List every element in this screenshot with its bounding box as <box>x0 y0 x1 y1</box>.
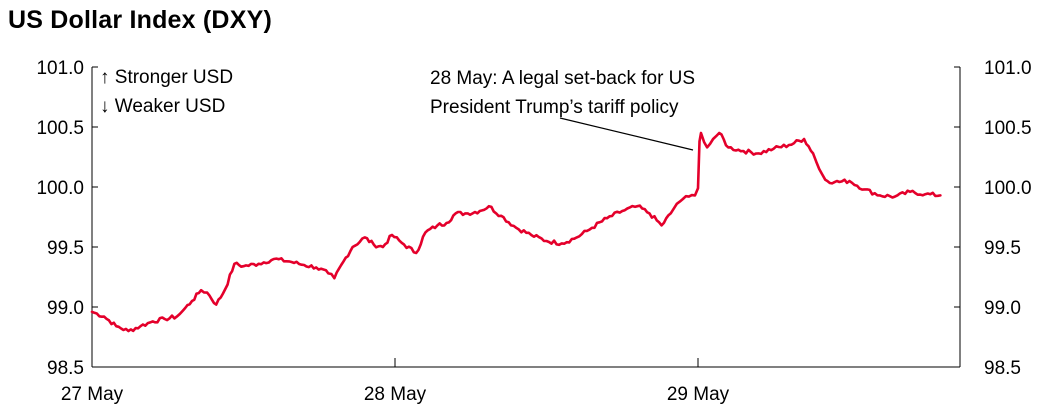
y-tick-label-left: 100.0 <box>36 178 84 199</box>
annotation-text: 28 May: A legal set-back for US <box>430 68 695 89</box>
dxy-series-line <box>90 131 942 333</box>
x-tick-label: 29 May <box>667 384 730 405</box>
y-tick-label-right: 99.0 <box>984 298 1021 319</box>
x-tick-label: 28 May <box>364 384 427 405</box>
chart-axes: 98.5 98.5 99.0 99.0 99.5 99.5 100.0 100.0 100.5 1… <box>36 58 1031 405</box>
y-tick-label-left: 101.0 <box>36 58 84 79</box>
annotation-pointer-line <box>559 117 694 151</box>
chart-annotation: 28 May: A legal set-back for US President… <box>430 68 695 151</box>
legend-note: ↓ Weaker USD <box>100 96 225 117</box>
y-tick-label-right: 98.5 <box>984 358 1021 379</box>
x-tick-label: 27 May <box>61 384 124 405</box>
y-tick-label-right: 101.0 <box>984 58 1032 79</box>
y-tick-label-right: 100.0 <box>984 178 1032 199</box>
chart-plot-area <box>90 131 942 333</box>
y-tick-label-right: 99.5 <box>984 238 1021 259</box>
annotation-text: President Trump’s tariff policy <box>430 97 679 118</box>
chart-title: US Dollar Index (DXY) <box>8 6 272 34</box>
y-tick-label-left: 99.5 <box>47 238 84 259</box>
y-tick-label-left: 100.5 <box>36 118 84 139</box>
legend-note: ↑ Stronger USD <box>100 67 233 88</box>
y-tick-label-left: 98.5 <box>47 358 84 379</box>
y-tick-label-left: 99.0 <box>47 298 84 319</box>
y-tick-label-right: 100.5 <box>984 118 1032 139</box>
chart-legend-notes: ↑ Stronger USD ↓ Weaker USD <box>100 67 233 117</box>
